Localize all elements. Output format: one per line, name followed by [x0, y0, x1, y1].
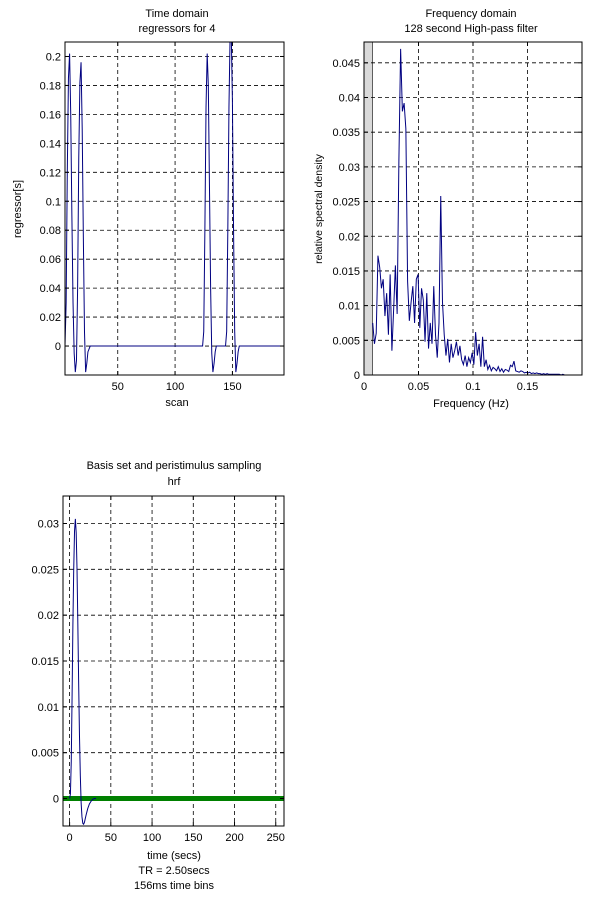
frequency-domain-xtick-label-1: 0.05 [408, 381, 429, 393]
basis-set-xticks: 0 50 100 150 200 250 [67, 496, 285, 844]
time-domain-ytick-label-5: 0.1 [46, 196, 61, 208]
frequency-domain-ytick-label-4: 0.02 [339, 231, 360, 243]
frequency-domain-ytick-label-5: 0.025 [332, 197, 360, 209]
time-domain-panel: Time domain regressors for 4 50 100 150 00… [12, 8, 285, 409]
time-domain-xtick-label-1: 100 [166, 381, 184, 393]
time-domain-ytick-label-8: 0.16 [40, 109, 61, 121]
frequency-domain-ytick-label-1: 0.005 [332, 335, 360, 347]
time-domain-grid [65, 42, 284, 375]
basis-set-ytick-label-6: 0.03 [38, 519, 59, 531]
basis-set-ytick-label-5: 0.025 [31, 564, 59, 576]
frequency-domain-ytick-label-2: 0.01 [339, 301, 360, 313]
time-domain-ytick-label-1: 0.02 [40, 312, 61, 324]
basis-set-title: Basis set and peristimulus sampling [87, 460, 262, 472]
basis-set-xtick-label-5: 250 [267, 832, 285, 844]
frequency-domain-xlabel: Frequency (Hz) [433, 398, 509, 410]
basis-set-xtick-label-1: 50 [105, 832, 117, 844]
frequency-domain-panel: Frequency domain 128 second High-pass fi… [313, 8, 583, 410]
time-domain-xlabel: scan [165, 397, 188, 409]
basis-set-ytick-label-1: 0.005 [31, 748, 59, 760]
frequency-domain-xticks: 0 0.05 0.1 0.15 [361, 42, 538, 393]
basis-set-bins-note: 156ms time bins [134, 880, 215, 892]
frequency-domain-title: Frequency domain [425, 8, 516, 20]
basis-set-ytick-label-4: 0.02 [38, 610, 59, 622]
time-domain-ytick-label-10: 0.2 [46, 51, 61, 63]
time-domain-xticks: 50 100 150 [112, 42, 242, 393]
frequency-domain-yticks: 0 0.005 0.01 0.015 0.02 0.025 0.03 0.035 0.04 0.0… [332, 58, 582, 382]
frequency-domain-series-line-0 [372, 48, 579, 375]
frequency-domain-subtitle: 128 second High-pass filter [404, 23, 538, 35]
basis-set-xtick-label-4: 200 [225, 832, 243, 844]
basis-set-subtitle: hrf [168, 476, 182, 488]
basis-set-xtick-label-0: 0 [67, 832, 73, 844]
basis-set-series-line-0 [69, 518, 96, 826]
time-domain-ytick-label-3: 0.06 [40, 254, 61, 266]
basis-set-tr-note: TR = 2.50secs [138, 865, 210, 877]
time-domain-ytick-label-6: 0.12 [40, 167, 61, 179]
basis-set-panel: Basis set and peristimulus sampling hrf … [31, 460, 284, 892]
time-domain-ytick-label-7: 0.14 [40, 138, 61, 150]
basis-set-ytick-label-3: 0.015 [31, 656, 59, 668]
time-domain-plot [64, 41, 285, 376]
time-domain-ytick-label-4: 0.08 [40, 225, 61, 237]
frequency-domain-ytick-label-8: 0.04 [339, 93, 360, 105]
frequency-domain-filtered-band [363, 41, 373, 376]
frequency-domain-ytick-label-0: 0 [354, 370, 360, 382]
frequency-domain-xtick-label-2: 0.1 [465, 381, 480, 393]
time-domain-xtick-label-2: 150 [223, 381, 241, 393]
time-domain-series-line-0 [65, 42, 284, 373]
basis-set-xlabel: time (secs) [147, 850, 201, 862]
basis-set-yticks: 0 0.005 0.01 0.015 0.02 0.025 0.03 [31, 519, 284, 806]
time-domain-ylabel: regressor[s] [12, 180, 24, 238]
time-domain-ytick-label-2: 0.04 [40, 283, 61, 295]
time-domain-xtick-label-0: 50 [112, 381, 124, 393]
basis-set-ytick-label-2: 0.01 [38, 702, 59, 714]
time-domain-title: Time domain [145, 8, 208, 20]
frequency-domain-xtick-label-0: 0 [361, 381, 367, 393]
basis-set-ytick-label-0: 0 [53, 794, 59, 806]
time-domain-axes-frame [64, 41, 285, 376]
time-domain-ytick-label-9: 0.18 [40, 80, 61, 92]
frequency-domain-ytick-label-3: 0.015 [332, 266, 360, 278]
frequency-domain-ylabel: relative spectral density [313, 153, 325, 263]
basis-set-xtick-label-3: 150 [184, 832, 202, 844]
time-domain-yticks: 0 0.02 0.04 0.06 0.08 0.1 0.12 0.14 0.16 0.18 0.2 [40, 51, 284, 353]
time-domain-ytick-label-0: 0 [55, 341, 61, 353]
frequency-domain-xtick-label-3: 0.15 [517, 381, 538, 393]
basis-set-xtick-label-2: 100 [143, 832, 161, 844]
frequency-domain-ytick-label-9: 0.045 [332, 58, 360, 70]
time-domain-subtitle: regressors for 4 [138, 23, 215, 35]
frequency-domain-ytick-label-6: 0.03 [339, 162, 360, 174]
basis-set-grid [63, 496, 284, 826]
frequency-domain-band [363, 41, 373, 376]
frequency-domain-ytick-label-7: 0.035 [332, 127, 360, 139]
